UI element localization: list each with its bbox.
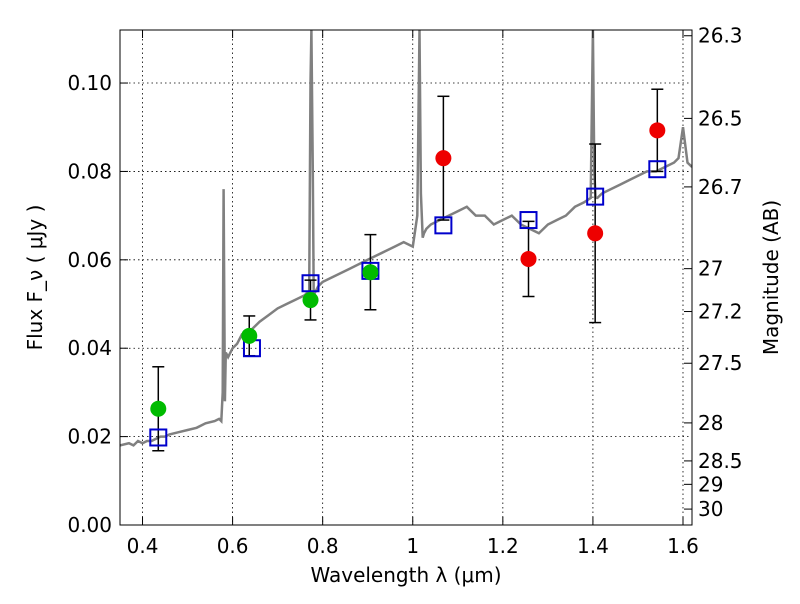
x-tick-label: 0.4 (127, 534, 159, 558)
x-axis-ticks: 0.4 0.6 0.8 1 1.2 1.4 1.6 (127, 30, 699, 558)
y-tick-label: 0.06 (67, 248, 112, 272)
right-tick-label: 26.5 (698, 106, 743, 130)
right-tick-label: 26.3 (698, 24, 743, 48)
y-tick-label: 0.02 (67, 425, 112, 449)
right-tick-label: 28 (698, 411, 723, 435)
x-tick-label: 1 (406, 534, 419, 558)
model-square-marker (301, 274, 320, 293)
observed-point (302, 292, 319, 309)
right-tick-label: 26.7 (698, 175, 743, 199)
model-square-marker (586, 187, 605, 206)
y-axis-ticks: 0.00 0.02 0.04 0.06 0.08 0.10 (67, 71, 128, 537)
plot-frame (119, 29, 693, 526)
spectrum-line (120, 30, 692, 447)
observed-point (435, 150, 452, 167)
model-square-marker (434, 216, 453, 235)
error-bars (152, 88, 664, 452)
data-markers (149, 122, 667, 447)
model-spectrum (120, 30, 692, 447)
right-tick-label: 27.2 (698, 300, 743, 324)
y-tick-label: 0.00 (67, 513, 112, 537)
right-tick-label: 27.5 (698, 351, 743, 375)
observed-point (362, 264, 379, 281)
x-tick-label: 1.6 (667, 534, 699, 558)
x-tick-label: 1.4 (577, 534, 609, 558)
model-square-marker (648, 160, 667, 179)
observed-point (150, 400, 167, 417)
right-tick-label: 27 (698, 257, 723, 281)
right-tick-label: 29 (698, 472, 723, 496)
observed-point (241, 327, 258, 344)
y-tick-label: 0.08 (67, 159, 112, 183)
observed-point (520, 250, 537, 267)
x-tick-label: 1.2 (487, 534, 519, 558)
observed-point (649, 122, 666, 139)
observed-point (587, 225, 604, 242)
x-axis-label: Wavelength λ (μm) (310, 563, 501, 587)
model-square-marker (519, 211, 538, 230)
x-tick-label: 0.8 (307, 534, 339, 558)
y-axis-label: Flux F_ν ( μJy ) (23, 205, 47, 351)
right-tick-label: 30 (698, 497, 723, 521)
y-tick-label: 0.10 (67, 71, 112, 95)
grid-lines (120, 30, 692, 526)
x-tick-label: 0.6 (217, 534, 249, 558)
right-axis-label: Magnitude (AB) (759, 200, 783, 355)
right-tick-label: 28.5 (698, 449, 743, 473)
model-square-marker (149, 428, 168, 447)
y-tick-label: 0.04 (67, 336, 112, 360)
